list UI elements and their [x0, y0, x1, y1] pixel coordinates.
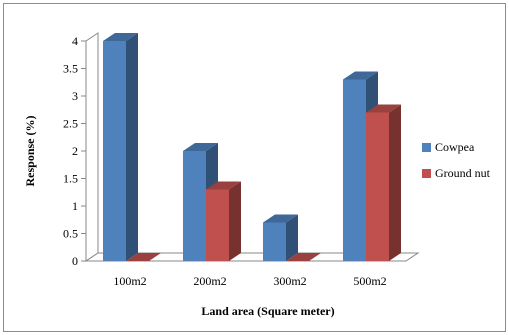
bar-ground-nut-100m2 — [126, 253, 161, 261]
y-tick-label: 3.5 — [63, 62, 78, 76]
bar-top — [286, 253, 321, 261]
legend-item-cowpea: Cowpea — [422, 140, 475, 154]
y-axis-title: Response (%) — [23, 115, 37, 186]
bar-top — [103, 33, 138, 41]
x-tick-label: 500m2 — [353, 274, 386, 288]
bar-front — [263, 222, 286, 261]
legend-swatch — [422, 169, 431, 178]
bar-front — [366, 112, 389, 261]
bar-chart: 0 0.5 1 1.5 2 2.5 3 3.5 4 100m2 200m2 300m2 500m2 R… — [23, 32, 491, 318]
bar-top — [183, 143, 218, 151]
bar-ground-nut-500m2 — [366, 104, 401, 261]
legend-item-ground-nut: Ground nut — [422, 166, 491, 180]
bar-front — [103, 41, 126, 261]
legend-swatch — [422, 143, 431, 152]
bar-cowpea-100m2 — [103, 33, 138, 261]
bar-top — [343, 71, 378, 80]
x-tick-label: 300m2 — [273, 274, 306, 288]
x-tick-label: 200m2 — [193, 274, 226, 288]
bar-ground-nut-300m2 — [286, 253, 321, 261]
y-tick-label: 2 — [72, 144, 78, 158]
x-tick-label: 100m2 — [113, 274, 146, 288]
x-axis-title: Land area (Square meter) — [201, 304, 334, 318]
bar-top — [263, 214, 298, 223]
y-tick-label: 1 — [72, 199, 78, 213]
bar-side — [286, 214, 298, 261]
chart-frame: 0 0.5 1 1.5 2 2.5 3 3.5 4 100m2 200m2 300m2 500m2 R… — [3, 3, 506, 332]
bar-front — [343, 79, 366, 261]
bar-ground-nut-200m2 — [206, 181, 241, 261]
legend-label: Ground nut — [435, 166, 491, 180]
y-tick-label: 0.5 — [63, 227, 78, 241]
side-wall — [85, 32, 99, 262]
y-tick-label: 3 — [72, 89, 78, 103]
bar-top — [366, 104, 401, 113]
bar-side — [389, 104, 401, 261]
y-tick-label: 4 — [72, 34, 78, 48]
bar-top — [126, 253, 161, 261]
bar-front — [206, 189, 229, 261]
x-axis-ticks: 100m2 200m2 300m2 500m2 — [113, 274, 386, 288]
legend-label: Cowpea — [435, 140, 475, 154]
bar-cowpea-300m2 — [263, 214, 298, 261]
y-axis-ticks: 0 0.5 1 1.5 2 2.5 3 3.5 4 — [63, 34, 86, 268]
bar-side — [229, 181, 241, 261]
bar-front — [183, 151, 206, 261]
bar-top — [206, 181, 241, 190]
y-tick-label: 0 — [72, 254, 78, 268]
bars — [103, 33, 401, 261]
y-tick-label: 2.5 — [63, 117, 78, 131]
legend: Cowpea Ground nut — [422, 140, 491, 180]
bar-side — [126, 33, 138, 261]
y-tick-label: 1.5 — [63, 172, 78, 186]
